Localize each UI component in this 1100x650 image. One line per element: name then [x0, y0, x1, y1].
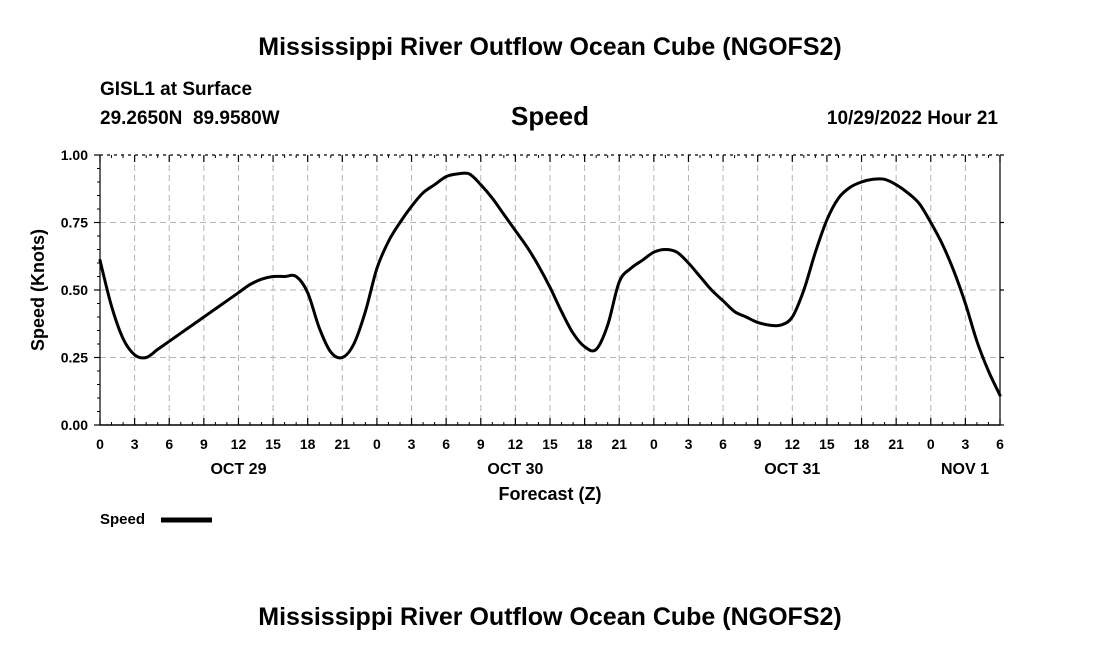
- x-tick-label: 15: [542, 436, 558, 452]
- variable-title: Speed: [511, 101, 589, 131]
- x-tick-label: 0: [373, 436, 381, 452]
- x-tick-label: 9: [200, 436, 208, 452]
- x-tick-label: 15: [265, 436, 281, 452]
- speed-series-line: [98, 171, 1002, 397]
- x-tick-label: 18: [577, 436, 593, 452]
- x-tick-label: 0: [96, 436, 104, 452]
- date-label: NOV 1: [941, 461, 989, 478]
- x-tick-label: 6: [719, 436, 727, 452]
- x-axis-label: Forecast (Z): [498, 484, 601, 504]
- x-tick-label: 15: [819, 436, 835, 452]
- x-tick-label: 3: [685, 436, 693, 452]
- x-tick-label: 6: [442, 436, 450, 452]
- y-tick-label: 0.75: [61, 215, 88, 231]
- x-tick-label: 21: [611, 436, 627, 452]
- date-label: OCT 29: [210, 461, 266, 478]
- y-tick-label: 0.50: [61, 282, 88, 298]
- legend-label: Speed: [100, 511, 145, 528]
- x-tick-label: 0: [927, 436, 935, 452]
- x-tick-label: 9: [754, 436, 762, 452]
- x-tick-label: 12: [508, 436, 524, 452]
- y-tick-label: 0.00: [61, 417, 88, 433]
- x-tick-label: 12: [231, 436, 247, 452]
- footer-title: Mississippi River Outflow Ocean Cube (NG…: [258, 603, 841, 631]
- tick-labels: 0 3 6 9 12 15 18 21 0 3 6 9 12 15 18 21 0 3 6 9 12 15 18 21 0 3 6 O…: [61, 147, 1004, 478]
- x-tick-label: 6: [996, 436, 1004, 452]
- x-tick-label: 3: [131, 436, 139, 452]
- y-tick-label: 0.25: [61, 350, 88, 366]
- date-label: OCT 31: [764, 461, 820, 478]
- axes: [94, 154, 1004, 426]
- x-tick-label: 21: [888, 436, 904, 452]
- chart-title: Mississippi River Outflow Ocean Cube (NG…: [258, 33, 841, 61]
- x-tick-label: 9: [477, 436, 485, 452]
- station-name: GISL1 at Surface: [100, 79, 252, 100]
- x-tick-label: 6: [165, 436, 173, 452]
- date-label: OCT 30: [487, 461, 543, 478]
- run-time: 10/29/2022 Hour 21: [827, 108, 999, 129]
- legend: Speed: [100, 511, 212, 528]
- x-tick-label: 21: [335, 436, 351, 452]
- x-tick-label: 3: [961, 436, 969, 452]
- x-tick-label: 3: [408, 436, 416, 452]
- y-tick-label: 1.00: [61, 147, 88, 163]
- x-tick-label: 0: [650, 436, 658, 452]
- series-layer: [98, 171, 1002, 397]
- y-axis-label: Speed (Knots): [28, 229, 48, 351]
- station-coords: 29.2650N 89.9580W: [100, 108, 280, 129]
- x-tick-label: 18: [854, 436, 870, 452]
- x-tick-label: 12: [785, 436, 801, 452]
- x-tick-label: 18: [300, 436, 316, 452]
